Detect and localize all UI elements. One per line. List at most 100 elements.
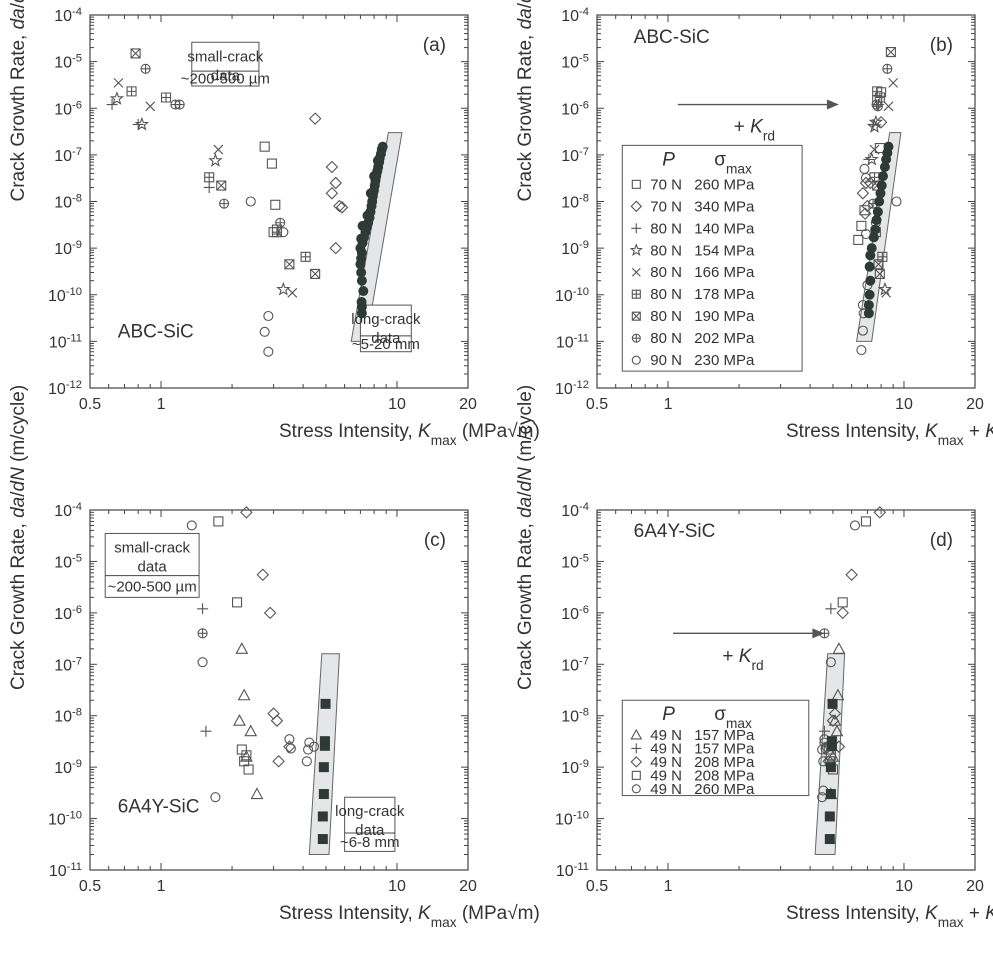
x-tick-label: 20 — [459, 396, 477, 413]
data-point-squarecross — [885, 47, 896, 58]
x-tick-label: 0.5 — [79, 878, 101, 895]
data-point-dot — [864, 261, 875, 272]
y-tick-label: 10-5 — [54, 53, 82, 72]
x-tick-label: 10 — [895, 878, 913, 895]
x-tick-label: 0.5 — [79, 396, 101, 413]
y-tick-label: 10-5 — [561, 552, 589, 571]
data-point-sqfill — [320, 698, 331, 709]
x-tick-label: 20 — [459, 878, 477, 895]
data-point-triangle — [244, 724, 258, 737]
data-point-circle — [891, 196, 902, 207]
data-point-circle — [860, 172, 872, 183]
data-point-circle — [186, 520, 197, 531]
legend-marker-squareplus-icon — [631, 289, 641, 299]
data-point-dot — [872, 206, 883, 217]
data-point-square — [259, 141, 270, 152]
y-tick-label: 10-4 — [561, 6, 589, 25]
annotation-box: long-crack data~5-20 mm — [351, 304, 421, 353]
y-tick-label: 10-8 — [561, 707, 589, 726]
y-tick-label: 10-8 — [54, 707, 82, 726]
annotation-box: long-crack data~6-8 mm — [335, 796, 405, 852]
data-point-sqfill — [825, 762, 836, 773]
middle: Stress Intensity, Kmax + Krd (MPa√m) — [786, 903, 993, 930]
legend-stress: 260 MPa — [694, 781, 755, 798]
data-point-circleplus — [219, 198, 230, 209]
y-tick-label: 10-7 — [561, 146, 589, 165]
data-point-dot — [878, 171, 889, 182]
data-point-squareplus — [126, 86, 137, 97]
data-point-diamond — [845, 568, 858, 582]
data-point-circleplus — [882, 63, 893, 74]
y-tick-label: 10-11 — [556, 861, 589, 880]
y-tick-label: 10-8 — [561, 193, 589, 212]
data-point-dot — [356, 233, 367, 244]
data-point-circle — [859, 163, 870, 174]
data-point-squareplus — [874, 92, 885, 103]
x-tick-label: 1 — [664, 396, 673, 413]
data-point-triangle — [233, 714, 246, 726]
legend-load: 49 N — [650, 727, 682, 744]
panel-c: 0.5 1 10 2010-1110-1010-910-810-710-610-510… — [8, 385, 540, 930]
data-point-diamond — [335, 201, 349, 214]
data-point-circle — [259, 326, 270, 337]
data-point-circleplus — [140, 63, 151, 74]
y-tick-label: 10-5 — [561, 53, 589, 72]
data-point-circle — [856, 345, 867, 356]
data-point-square — [241, 750, 252, 761]
data-point-star — [276, 281, 291, 296]
y-tick-label: 10-6 — [54, 604, 82, 623]
y-tick-label: 10-12 — [555, 379, 589, 398]
data-point-sqfill — [319, 740, 330, 751]
annotation-text: data — [138, 558, 168, 575]
x-tick-label: 10 — [388, 396, 406, 413]
data-point-square — [856, 220, 867, 231]
panel-b: 0.5 1 10 20 10-12 10-11 10-10 10-9 10-8 10-7 10-6 1… — [515, 0, 993, 448]
data-point-circle — [278, 227, 289, 238]
annotation-frame — [344, 796, 396, 852]
data-point-diamond — [828, 707, 842, 720]
arrow-head-icon — [812, 628, 825, 639]
legend-marker-star-icon — [629, 243, 643, 256]
legend-load: 80 N — [650, 220, 682, 237]
data-point-plus — [197, 603, 209, 615]
legend-stress: 157 MPa — [694, 740, 755, 757]
data-point-dot — [876, 180, 887, 191]
data-point-dot — [377, 141, 388, 152]
data-point-cross — [113, 77, 124, 88]
data-point-circle — [263, 346, 274, 357]
y-tick-label: 10-9 — [561, 758, 589, 777]
data-point-sqfill — [827, 698, 838, 709]
material-label: ABC-SiC — [118, 322, 194, 343]
material-label: 6A4Y-SiC — [634, 521, 716, 542]
data-point-dot — [356, 275, 367, 286]
plot-frame — [596, 509, 976, 871]
legend-stress: 157 MPa — [694, 727, 755, 744]
y-tick-label: 10-9 — [54, 239, 82, 258]
data-point-plus — [200, 725, 212, 737]
annotation-text: long-crack — [335, 803, 405, 820]
data-point-star — [109, 91, 125, 105]
y-tick-label: 10-6 — [54, 99, 82, 118]
data-point-circleplus — [197, 628, 208, 639]
annotation-frame — [104, 532, 200, 598]
data-point-dot — [864, 289, 875, 300]
legend-stress: 166 MPa — [694, 264, 755, 281]
data-point-square — [860, 516, 872, 527]
legend-marker-circle-icon — [631, 784, 641, 794]
legend-frame — [621, 699, 810, 797]
y-tick-label: 10-10 — [48, 286, 82, 305]
legend-stress: 140 MPa — [694, 220, 755, 237]
legend-stress: 154 MPa — [694, 242, 755, 259]
data-point-star — [208, 153, 223, 167]
data-point-circle — [301, 756, 312, 767]
y-tick-label: 10-10 — [555, 286, 589, 305]
data-point-diamond — [329, 176, 342, 190]
data-point-circle — [849, 520, 861, 531]
x-tick-label: 0.5 — [586, 396, 608, 413]
data-point-cross — [869, 144, 880, 155]
data-point-squareplus — [869, 172, 880, 183]
data-point-circle — [303, 744, 314, 755]
data-point-diamond — [861, 199, 874, 213]
data-point-dot — [883, 141, 894, 152]
